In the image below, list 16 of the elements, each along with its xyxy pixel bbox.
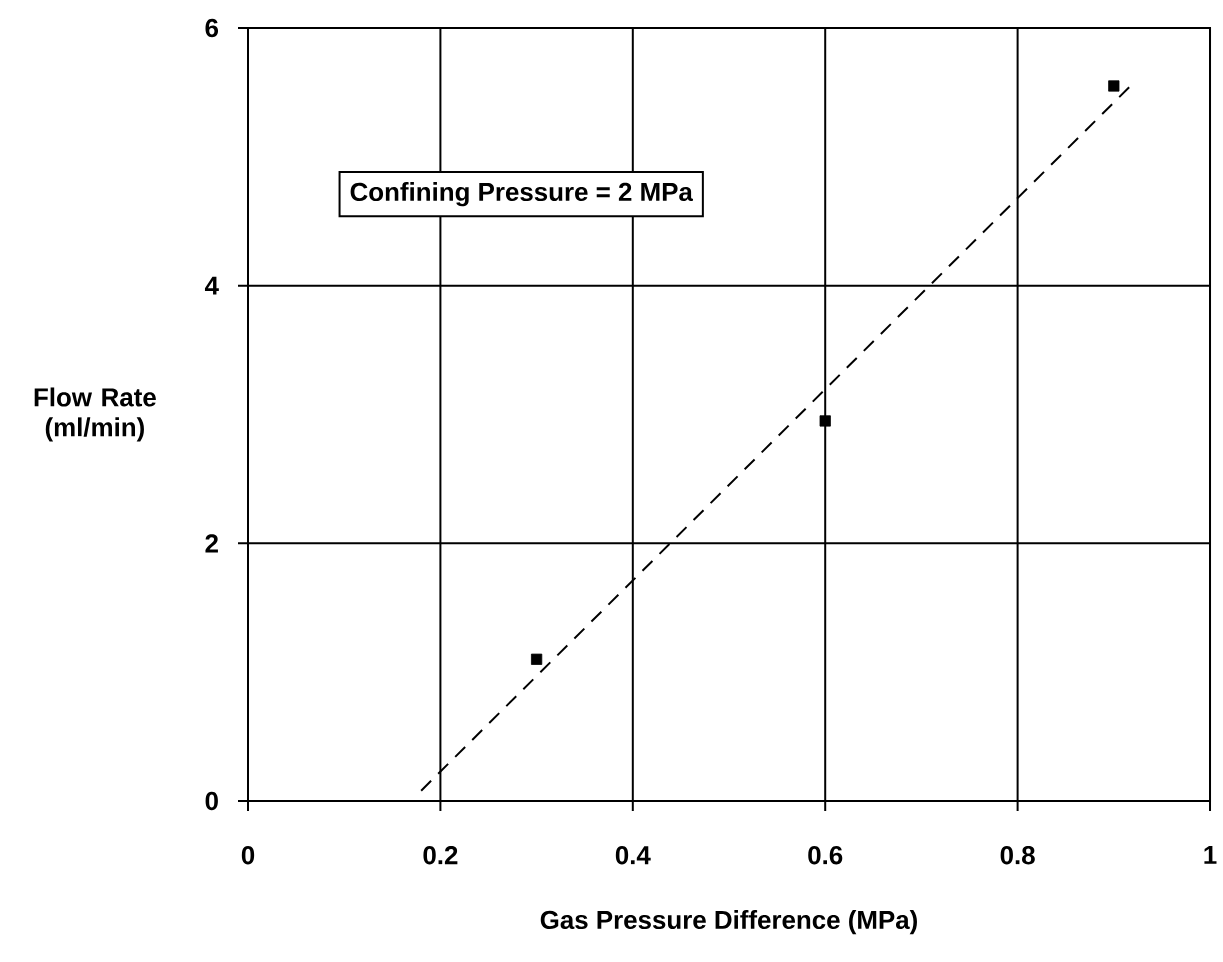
x-axis-title: Gas Pressure Difference (MPa) — [540, 910, 917, 935]
x-tick-label: 0.8 — [1000, 846, 1035, 865]
point — [531, 653, 543, 665]
point — [1108, 80, 1120, 92]
y-axis-title: Flow Rate (ml/min) — [34, 387, 156, 442]
annotation: Confining Pressure = 2 MPa — [350, 182, 694, 207]
point — [819, 415, 831, 427]
x-tick-label: 0.4 — [615, 846, 651, 865]
x-tick-label: 1 — [1204, 846, 1217, 864]
x-tick-label: 0.6 — [808, 846, 843, 865]
y-tick-label: 0 — [205, 791, 218, 811]
x-tick-label: 0 — [241, 846, 255, 865]
x-tick-label: 0.2 — [423, 846, 458, 865]
y-tick-label: 4 — [204, 276, 219, 295]
y-tick-label: 2 — [205, 534, 218, 553]
y-tick-label: 6 — [205, 18, 219, 38]
